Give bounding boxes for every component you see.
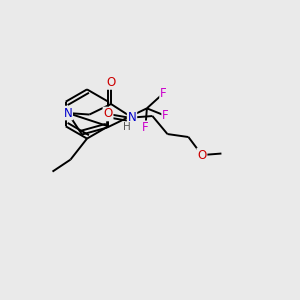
Text: O: O: [106, 76, 116, 89]
Text: F: F: [160, 87, 167, 100]
Text: N: N: [64, 106, 72, 119]
Text: O: O: [103, 107, 113, 121]
Text: H: H: [123, 122, 130, 132]
Text: F: F: [162, 109, 169, 122]
Text: F: F: [142, 121, 149, 134]
Text: O: O: [197, 148, 207, 161]
Text: N: N: [128, 111, 136, 124]
